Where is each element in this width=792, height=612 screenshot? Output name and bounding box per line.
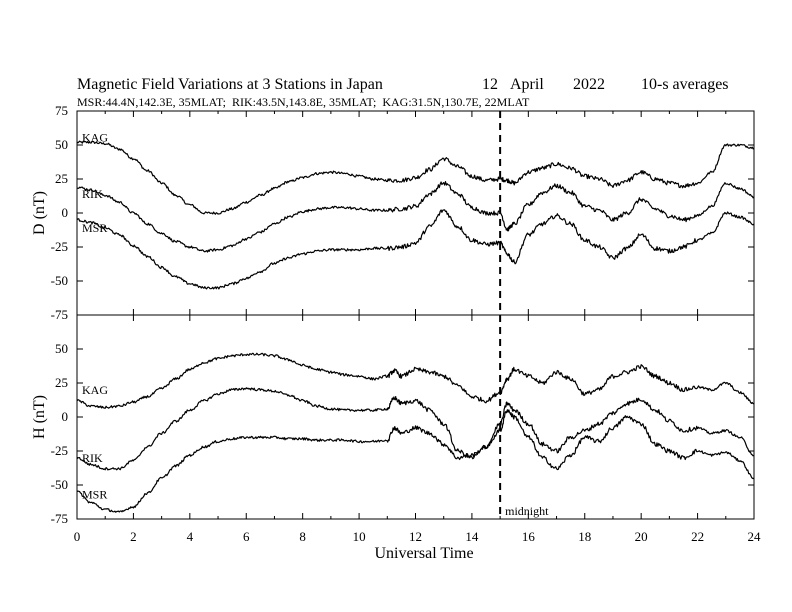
x-tick-label: 12 <box>409 529 422 544</box>
y-tick-label: -75 <box>51 307 68 322</box>
panel-frame-d <box>76 110 755 316</box>
series-label-rik: RIK <box>82 187 103 201</box>
series-line-msr <box>76 209 755 290</box>
y-tick-label: 50 <box>55 341 68 356</box>
series-label-msr: MSR <box>82 488 107 502</box>
y-tick-label: -50 <box>51 477 68 492</box>
series-line-rik <box>76 181 755 253</box>
stations-info: MSR:44.4N,142.3E, 35MLAT; RIK:43.5N,143.… <box>77 95 530 109</box>
series-label-kag: KAG <box>82 383 108 397</box>
x-tick-label: 6 <box>243 529 250 544</box>
y-tick-label: 0 <box>62 409 69 424</box>
x-tick-label: 10 <box>353 529 366 544</box>
midnight-label: midnight <box>505 504 549 518</box>
series-line-rik <box>76 387 755 471</box>
panel-frame-h <box>76 314 755 520</box>
y-tick-label: 75 <box>55 103 68 118</box>
series-label-msr: MSR <box>82 221 107 235</box>
series-label-rik: RIK <box>82 451 103 465</box>
x-tick-label: 14 <box>465 529 479 544</box>
series-line-kag <box>76 140 755 215</box>
chart-title: Magnetic Field Variations at 3 Stations … <box>77 76 383 93</box>
y-tick-label: 25 <box>55 375 68 390</box>
y-tick-label: -75 <box>51 511 68 526</box>
x-tick-label: 18 <box>578 529 591 544</box>
x-tick-label: 4 <box>187 529 194 544</box>
x-tick-label: 22 <box>691 529 704 544</box>
ylabel-h: H (nT) <box>31 395 48 439</box>
y-tick-label: 25 <box>55 171 68 186</box>
series-line-kag <box>76 352 755 409</box>
y-tick-label: -25 <box>51 443 68 458</box>
ylabel-d: D (nT) <box>31 191 48 235</box>
date-year: 2022 <box>573 76 605 93</box>
x-tick-label: 24 <box>748 529 762 544</box>
series-label-kag: KAG <box>82 131 108 145</box>
x-tick-label: 20 <box>635 529 648 544</box>
xlabel: Universal Time <box>374 545 473 562</box>
x-tick-label: 16 <box>522 529 536 544</box>
y-tick-label: -50 <box>51 273 68 288</box>
x-tick-label: 8 <box>299 529 306 544</box>
series-line-msr <box>76 409 755 513</box>
date-month: April <box>510 76 544 93</box>
x-tick-label: 2 <box>130 529 137 544</box>
y-tick-label: -25 <box>51 239 68 254</box>
x-tick-label: 0 <box>74 529 81 544</box>
y-tick-label: 50 <box>55 137 68 152</box>
y-tick-label: 0 <box>62 205 69 220</box>
averaging-label: 10-s averages <box>641 76 729 93</box>
date-day: 12 <box>482 76 498 93</box>
